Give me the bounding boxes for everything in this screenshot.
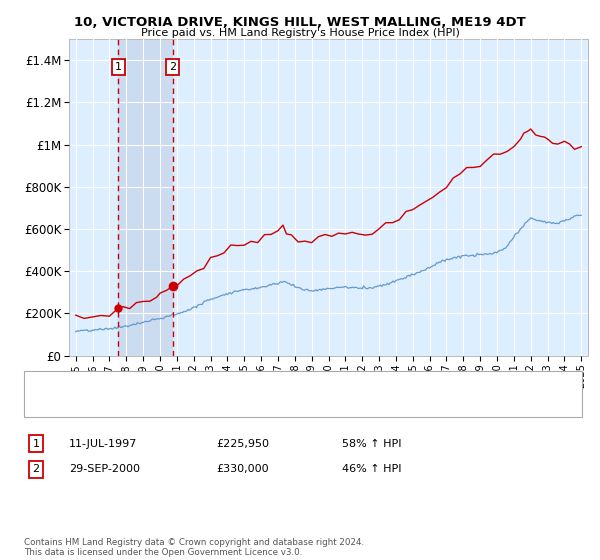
Text: 11-JUL-1997: 11-JUL-1997 — [69, 438, 137, 449]
Bar — [118, 39, 173, 356]
Text: 1: 1 — [115, 62, 122, 72]
Text: HPI: Average price, detached house, Tonbridge and Malling: HPI: Average price, detached house, Tonb… — [69, 400, 364, 410]
Text: 10, VICTORIA DRIVE, KINGS HILL, WEST MALLING, ME19 4DT (detached house): 10, VICTORIA DRIVE, KINGS HILL, WEST MAL… — [69, 379, 461, 389]
Text: 10, VICTORIA DRIVE, KINGS HILL, WEST MALLING, ME19 4DT: 10, VICTORIA DRIVE, KINGS HILL, WEST MAL… — [74, 16, 526, 29]
Text: 46% ↑ HPI: 46% ↑ HPI — [342, 464, 401, 474]
Text: £330,000: £330,000 — [216, 464, 269, 474]
Text: £225,950: £225,950 — [216, 438, 269, 449]
Text: 2: 2 — [169, 62, 176, 72]
Text: 2: 2 — [32, 464, 40, 474]
Text: 58% ↑ HPI: 58% ↑ HPI — [342, 438, 401, 449]
Text: Contains HM Land Registry data © Crown copyright and database right 2024.
This d: Contains HM Land Registry data © Crown c… — [24, 538, 364, 557]
Text: Price paid vs. HM Land Registry's House Price Index (HPI): Price paid vs. HM Land Registry's House … — [140, 28, 460, 38]
Text: 29-SEP-2000: 29-SEP-2000 — [69, 464, 140, 474]
Text: 1: 1 — [32, 438, 40, 449]
